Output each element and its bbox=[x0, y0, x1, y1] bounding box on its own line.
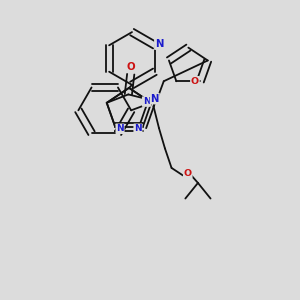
Text: O: O bbox=[191, 77, 199, 86]
Text: N: N bbox=[155, 39, 163, 49]
Text: N: N bbox=[116, 124, 124, 133]
Text: N: N bbox=[134, 124, 142, 133]
Text: O: O bbox=[184, 169, 192, 178]
Text: O: O bbox=[126, 62, 135, 72]
Text: N: N bbox=[151, 94, 159, 103]
Text: N: N bbox=[142, 97, 150, 106]
